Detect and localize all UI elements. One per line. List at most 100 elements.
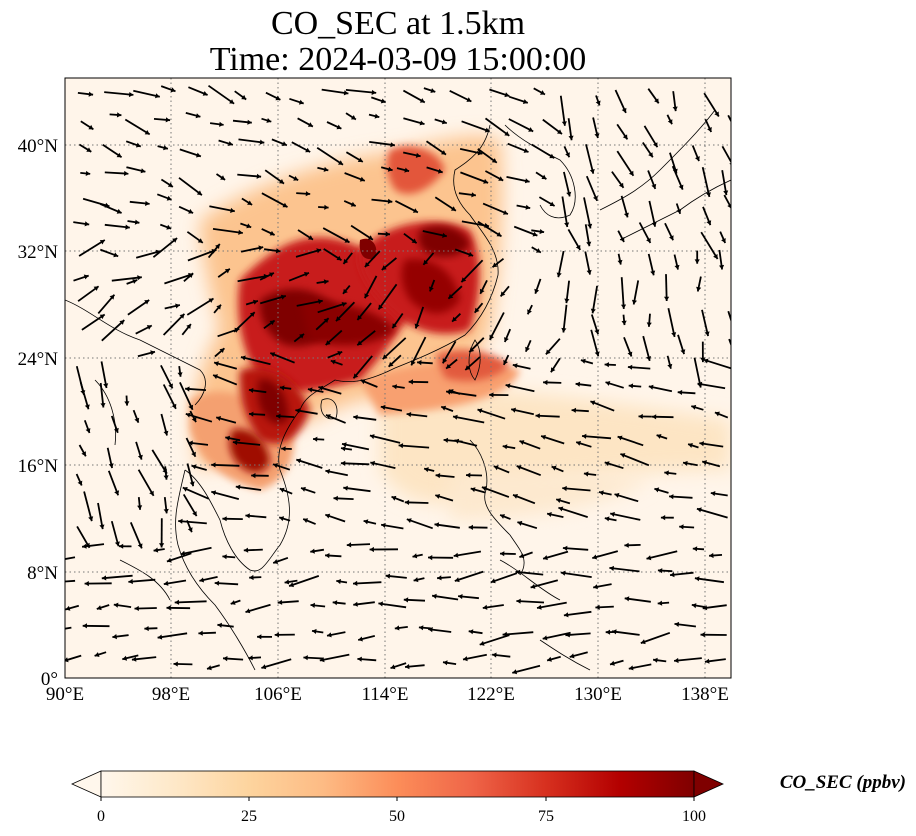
wind-arrow-head — [697, 381, 703, 387]
wind-arrow-head — [364, 262, 370, 267]
wind-arrow — [453, 550, 482, 557]
wind-arrow-head — [477, 408, 483, 414]
wind-arrow — [151, 449, 168, 475]
wind-arrow-head — [216, 416, 221, 421]
wind-arrow-head — [249, 411, 254, 417]
wind-arrow — [512, 664, 541, 674]
wind-arrow-head — [561, 121, 567, 126]
wind-arrow-head — [153, 547, 159, 553]
wind-arrow-head — [403, 597, 409, 603]
wind-arrow-head — [628, 170, 634, 176]
wind-arrow — [209, 205, 235, 213]
wind-arrow — [583, 197, 592, 229]
wind-arrow-head — [688, 443, 693, 448]
wind-arrow — [561, 196, 569, 228]
wind-arrow — [240, 356, 271, 366]
wind-arrow-head — [515, 569, 521, 575]
wind-arrow-head — [599, 490, 604, 496]
wind-arrow-head — [450, 206, 456, 211]
wind-arrow-head — [82, 623, 87, 629]
wind-arrow-head — [575, 244, 581, 250]
wind-arrow-head — [391, 495, 397, 501]
wind-arrow-head — [134, 417, 140, 423]
wind-arrow — [484, 117, 510, 137]
wind-arrow — [640, 631, 671, 644]
wind-arrow-head — [614, 492, 620, 498]
wind-arrow — [343, 486, 371, 493]
wind-arrow-head — [468, 524, 473, 530]
wind-arrow-head — [144, 300, 150, 305]
wind-arrow-head — [166, 605, 171, 611]
wind-arrow-head — [651, 414, 657, 420]
wind-arrow-head — [498, 176, 504, 181]
wind-arrow-head — [502, 631, 508, 637]
wind-arrow-head — [299, 333, 304, 339]
wind-arrow-head — [648, 152, 653, 158]
wind-arrow-head — [513, 494, 518, 499]
wind-arrow-head — [481, 486, 487, 491]
wind-arrow-head — [197, 238, 203, 243]
wind-arrow-head — [135, 142, 141, 148]
wind-arrow-head — [549, 201, 555, 206]
wind-arrow-head — [378, 601, 383, 607]
wind-arrow — [481, 486, 510, 498]
wind-arrow-head — [301, 486, 306, 492]
wind-arrow — [174, 600, 207, 604]
wind-arrow-head — [277, 599, 283, 605]
wind-arrow-head — [543, 379, 548, 386]
wind-arrow — [693, 357, 702, 388]
wind-arrow-head — [484, 127, 490, 133]
wind-arrow-head — [550, 367, 556, 373]
wind-arrow-head — [192, 511, 197, 517]
wind-arrow-head — [198, 630, 203, 636]
wind-arrow-head — [188, 440, 193, 446]
wind-arrow-head — [381, 265, 387, 270]
wind-arrow-head — [604, 362, 609, 368]
wind-arrow-head — [430, 88, 436, 93]
wind-arrow-head — [443, 660, 448, 666]
wind-arrow-head — [492, 652, 497, 658]
wind-arrow — [461, 120, 491, 133]
wind-arrow-head — [308, 235, 313, 240]
wind-arrow-head — [566, 191, 572, 197]
wind-arrow — [479, 634, 510, 646]
wind-arrow-head — [179, 313, 185, 319]
wind-arrow-head — [177, 372, 183, 377]
wind-arrow — [508, 118, 534, 133]
wind-arrow — [585, 175, 598, 202]
wind-arrow-head — [423, 259, 429, 265]
wind-arrow-head — [132, 279, 138, 284]
wind-arrow-head — [101, 575, 107, 581]
wind-arrow — [557, 250, 565, 278]
wind-arrow-head — [59, 557, 64, 562]
wind-arrow — [721, 145, 731, 164]
wind-arrow-head — [85, 428, 91, 433]
colorbar-tick-label: 100 — [682, 808, 706, 825]
wind-arrow-head — [587, 223, 593, 229]
wind-arrow-head — [214, 580, 220, 586]
wind-arrow — [667, 308, 676, 338]
wind-arrow-head — [325, 469, 331, 474]
wind-arrow-head — [208, 298, 214, 303]
wind-arrow-head — [500, 291, 506, 297]
wind-arrow-head — [185, 412, 191, 418]
wind-arrow-head — [454, 577, 460, 583]
wind-arrow-head — [222, 516, 227, 522]
wind-arrow — [133, 89, 160, 98]
wind-arrow-head — [446, 389, 451, 395]
wind-arrow-head — [186, 324, 191, 329]
wind-arrow-head — [337, 351, 343, 356]
wind-arrow-head — [664, 296, 670, 301]
wind-arrow-head — [551, 465, 557, 471]
wind-arrow-head — [568, 135, 574, 141]
wind-arrow-head — [477, 150, 483, 156]
wind-arrow-head — [491, 158, 497, 163]
wind-arrow-head — [618, 182, 624, 188]
wind-arrow-head — [196, 190, 202, 196]
wind-arrow-head — [150, 350, 155, 356]
wind-arrow — [212, 228, 243, 234]
wind-arrow-head — [223, 656, 228, 662]
wind-arrow-head — [216, 304, 221, 310]
wind-arrow-head — [248, 387, 254, 393]
